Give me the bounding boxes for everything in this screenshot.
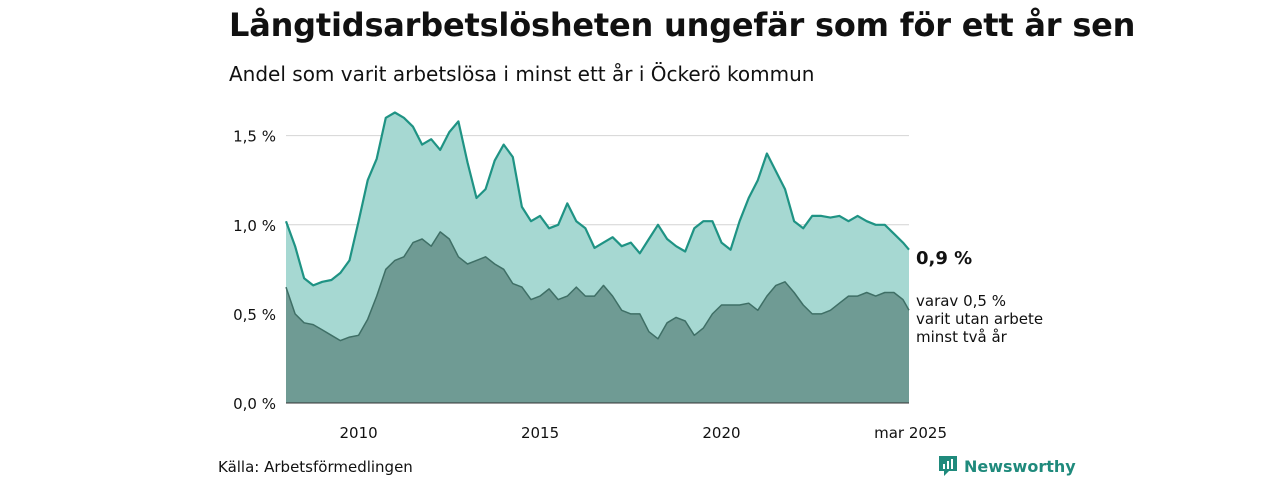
- brand-logo: Newsworthy: [938, 455, 1076, 477]
- x-tick-label: 2020: [702, 424, 740, 442]
- y-axis-ticks: 0,0 % 0,5 % 1,0 % 1,5 %: [233, 128, 276, 413]
- series-2-area: [286, 231, 909, 403]
- y-tick-label: 0,0 %: [233, 395, 276, 413]
- x-tick-label: 2015: [521, 424, 559, 442]
- y-tick-label: 1,0 %: [233, 217, 276, 235]
- y-tick-label: 0,5 %: [233, 306, 276, 324]
- series-2-end-label-line: varit utan arbete: [916, 310, 1043, 328]
- series-2-end-label-line: varav 0,5 %: [916, 292, 1006, 310]
- chart-subtitle: Andel som varit arbetslösa i minst ett å…: [229, 62, 815, 86]
- series-1-line: [284, 111, 910, 287]
- source-note: Källa: Arbetsförmedlingen: [218, 458, 413, 476]
- series-2-end-label-line: minst två år: [916, 328, 1008, 346]
- brand-name: Newsworthy: [964, 456, 1076, 476]
- series-2-line: [285, 231, 910, 342]
- x-tick-label: 2010: [339, 424, 377, 442]
- chart-title: Långtidsarbetslösheten ungefär som för e…: [229, 6, 1136, 44]
- x-axis-ticks: 2010 2015 2020 mar 2025: [339, 424, 947, 442]
- y-tick-label: 1,5 %: [233, 128, 276, 146]
- newsworthy-logo-icon: [939, 456, 957, 476]
- x-tick-label: mar 2025: [874, 424, 947, 442]
- series-1-end-label: 0,9 %: [916, 248, 972, 269]
